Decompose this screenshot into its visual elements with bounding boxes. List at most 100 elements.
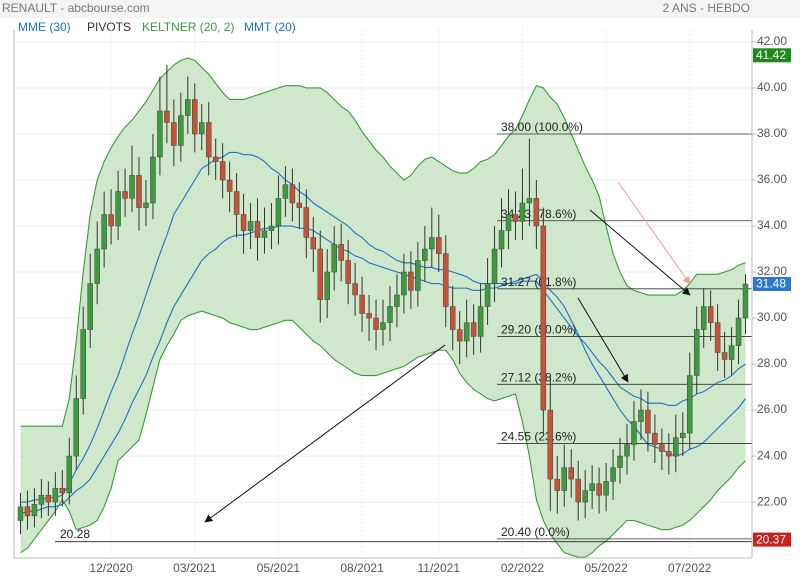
price-tag-label: 20.37 xyxy=(756,532,786,546)
candle-body xyxy=(171,122,177,146)
x-tick-label: 12/2020 xyxy=(89,561,133,575)
candle-body xyxy=(94,248,100,284)
candle-body xyxy=(192,99,198,135)
candle-layer xyxy=(17,64,749,535)
candle-body xyxy=(198,122,205,135)
candle-body xyxy=(610,467,616,482)
candle-body xyxy=(80,329,86,399)
candle-body xyxy=(129,175,135,199)
candle-body xyxy=(526,198,533,204)
candle-body xyxy=(742,283,749,319)
candle-body xyxy=(178,115,184,146)
candle-body xyxy=(728,345,735,360)
candle-body xyxy=(143,202,149,208)
y-tick-label: 40.00 xyxy=(757,80,787,94)
header-bar xyxy=(0,0,800,18)
x-tick-label: 05/2021 xyxy=(257,561,301,575)
candle-body xyxy=(205,122,212,158)
candle-body xyxy=(31,504,38,517)
candle-body xyxy=(59,488,66,494)
y-tick-label: 28.00 xyxy=(757,356,787,370)
candle-body xyxy=(463,322,470,342)
pivot-label: 24.55 (23.6%) xyxy=(501,430,576,444)
candle-body xyxy=(624,444,630,457)
candle-body xyxy=(164,110,170,123)
pivot-label: 31.27 (61.8%) xyxy=(501,275,576,289)
y-tick-label: 42.00 xyxy=(757,34,787,48)
candle-body xyxy=(429,237,435,250)
candle-body xyxy=(707,306,714,323)
candle-body xyxy=(505,214,512,231)
candle-body xyxy=(540,225,547,411)
candle-body xyxy=(38,494,45,505)
x-tick-label: 08/2021 xyxy=(340,561,384,575)
pivot-label: 20.40 (0.0%) xyxy=(501,525,570,539)
candle-body xyxy=(359,294,365,314)
chart-title: RENAULT - abcbourse.com xyxy=(2,1,150,15)
candle-body xyxy=(449,306,456,330)
candle-body xyxy=(470,322,477,337)
candle-body xyxy=(345,260,351,284)
keltner-lower xyxy=(20,310,746,558)
candle-body xyxy=(498,230,505,250)
candle-body xyxy=(645,409,651,434)
candle-body xyxy=(296,202,303,208)
candle-body xyxy=(568,467,574,480)
support-label: 20.28 xyxy=(60,527,90,541)
candle-body xyxy=(289,184,296,204)
candle-body xyxy=(212,156,219,162)
y-tick-label: 34.00 xyxy=(757,218,787,232)
candle-body xyxy=(331,244,337,273)
candle-body xyxy=(491,248,498,284)
candle-body xyxy=(226,179,233,192)
candle-body xyxy=(282,184,289,199)
candle-body xyxy=(233,191,240,215)
candle-body xyxy=(422,248,428,261)
moving-average xyxy=(20,225,746,515)
period-label: 2 ANS - HEBDO xyxy=(663,1,750,15)
arrow xyxy=(617,181,691,285)
x-tick-label: 02/2022 xyxy=(501,561,545,575)
keltner-upper xyxy=(20,57,746,427)
candle-body xyxy=(582,490,588,503)
candle-body xyxy=(108,214,114,227)
candle-body xyxy=(380,322,386,330)
candle-body xyxy=(415,260,421,291)
candle-body xyxy=(589,483,595,491)
candle-body xyxy=(17,506,24,521)
candle-body xyxy=(310,237,317,250)
candle-body xyxy=(575,478,581,503)
y-tick-label: 26.00 xyxy=(757,402,787,416)
price-tag-label: 31.48 xyxy=(756,277,786,291)
candle-body xyxy=(596,483,602,496)
x-tick-label: 05/2022 xyxy=(584,561,628,575)
legend-entry: KELTNER (20, 2) xyxy=(142,20,234,34)
candle-body xyxy=(484,283,491,307)
candle-body xyxy=(240,214,247,231)
candle-body xyxy=(115,191,121,227)
candle-body xyxy=(52,488,59,503)
y-tick-label: 30.00 xyxy=(757,310,787,324)
candle-body xyxy=(512,214,519,222)
candle-body xyxy=(352,283,358,296)
x-tick-label: 07/2022 xyxy=(668,561,712,575)
candle-body xyxy=(561,467,568,491)
legend-entry: MME (30) xyxy=(18,20,71,34)
pivot-label: 27.12 (38.2%) xyxy=(501,370,576,384)
axes: 22.00 24.00 26.00 28.00 30.00 32.00 34.00 36.00… xyxy=(13,30,791,575)
candle-body xyxy=(652,432,658,445)
candle-body xyxy=(686,375,693,434)
price-tag xyxy=(753,276,791,291)
candle-body xyxy=(659,444,665,452)
candle-body xyxy=(122,191,128,199)
candle-body xyxy=(268,225,275,231)
candle-body xyxy=(66,455,73,494)
candle-body xyxy=(721,352,728,360)
candle-body xyxy=(714,322,721,353)
candle-body xyxy=(456,329,463,342)
y-tick-label: 32.00 xyxy=(757,264,787,278)
candle-body xyxy=(254,221,261,238)
candle-body xyxy=(700,306,707,330)
candle-body xyxy=(401,271,407,296)
